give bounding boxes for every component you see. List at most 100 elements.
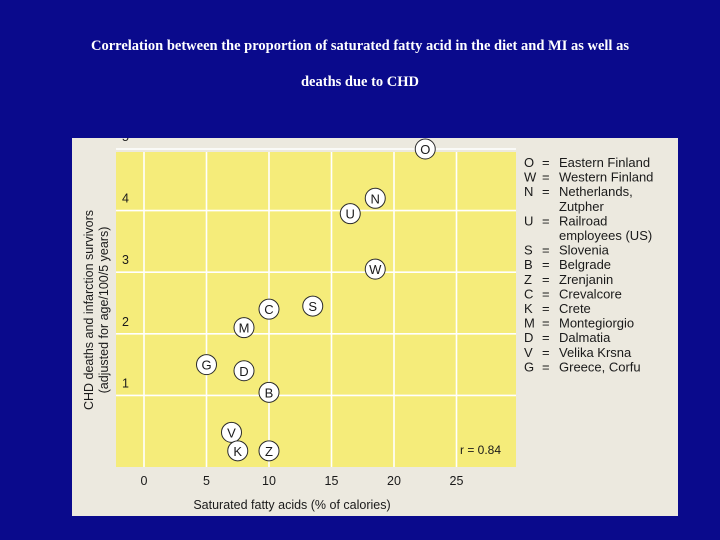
slide-title-line-2: deaths due to CHD xyxy=(300,74,420,90)
point-marker-N xyxy=(364,187,386,209)
point-label-K: K xyxy=(233,444,242,459)
data-point-C: C xyxy=(258,298,280,320)
point-marker-M xyxy=(233,317,255,339)
point-label-B: B xyxy=(265,385,274,400)
point-marker-O xyxy=(414,138,436,160)
legend-entry-3: Zutpher xyxy=(559,199,604,214)
legend-separator: = xyxy=(542,316,550,331)
legend-separator: = xyxy=(542,345,550,360)
x-tick-label-25: 25 xyxy=(450,474,464,488)
data-point-U: U xyxy=(339,203,361,225)
legend-code-Z: Z xyxy=(524,272,532,287)
y-axis-label-line-1: CHD deaths and infarction survivors xyxy=(82,210,96,410)
point-label-D: D xyxy=(239,364,248,379)
legend-entry-0: O = Eastern Finland xyxy=(524,155,650,170)
x-axis-label: Saturated fatty acids (% of calories) xyxy=(193,498,390,512)
legend-code-D: D xyxy=(524,330,533,345)
y-tick-label-1: 1 xyxy=(122,376,129,390)
y-tick-label-4: 4 xyxy=(122,192,129,206)
data-point-O: O xyxy=(414,138,436,160)
legend-label: Belgrade xyxy=(559,257,611,272)
point-marker-V xyxy=(221,421,242,443)
slide-title-line-1: Correlation between the proportion of sa… xyxy=(91,38,629,54)
legend-label: Crevalcore xyxy=(559,286,622,301)
point-label-V: V xyxy=(227,425,236,440)
legend-entry-14: G = Greece, Corfu xyxy=(524,359,641,374)
point-marker-K xyxy=(227,440,249,462)
legend-label: Eastern Finland xyxy=(559,155,650,170)
point-label-G: G xyxy=(201,358,211,373)
data-point-G: G xyxy=(196,354,217,376)
legend-separator: = xyxy=(542,243,550,258)
point-label-C: C xyxy=(264,302,273,317)
point-marker-W xyxy=(364,258,386,280)
point-label-U: U xyxy=(346,207,355,222)
legend-entry-2: N = Netherlands, xyxy=(524,184,633,199)
legend-code-N: N xyxy=(524,184,533,199)
point-marker-S xyxy=(302,295,324,317)
legend-code-O: O xyxy=(524,155,534,170)
legend-code-S: S xyxy=(524,243,533,258)
legend-label: Western Finland xyxy=(559,170,653,185)
x-tick-label-10: 10 xyxy=(262,474,276,488)
y-tick-label-2: 2 xyxy=(122,315,129,329)
legend-entry-8: Z = Zrenjanin xyxy=(524,272,613,287)
legend-code-B: B xyxy=(524,257,533,272)
x-tick-label-0: 0 xyxy=(141,474,148,488)
point-marker-B xyxy=(258,381,280,403)
data-point-B: B xyxy=(258,381,280,403)
legend-label: Greece, Corfu xyxy=(559,359,641,374)
legend-separator: = xyxy=(542,257,550,272)
legend-label: Railroad xyxy=(559,213,607,228)
x-tick-label-5: 5 xyxy=(203,474,210,488)
point-marker-Z xyxy=(258,440,280,462)
point-marker-C xyxy=(258,298,280,320)
data-point-Z: Z xyxy=(258,440,280,462)
legend-code-M: M xyxy=(524,316,535,331)
legend-label: Crete xyxy=(559,301,591,316)
legend-separator: = xyxy=(542,170,550,185)
legend-separator: = xyxy=(542,184,550,199)
legend-separator: = xyxy=(542,301,550,316)
y-axis-label-line-2: (adjusted for age/100/5 years) xyxy=(97,227,111,394)
data-point-K: K xyxy=(227,440,249,462)
legend-label: Dalmatia xyxy=(559,330,611,345)
point-marker-D xyxy=(233,360,255,382)
legend-code-G: G xyxy=(524,359,534,374)
legend-label: Slovenia xyxy=(559,243,610,258)
data-point-V: V xyxy=(221,421,242,443)
legend-entry-7: B = Belgrade xyxy=(524,257,611,272)
legend-entry-6: S = Slovenia xyxy=(524,243,610,258)
point-label-O: O xyxy=(420,142,430,157)
legend-label: Velika Krsna xyxy=(559,345,632,360)
point-label-Z: Z xyxy=(265,444,273,459)
legend-entry-10: K = Crete xyxy=(524,301,591,316)
legend-entry-1: W = Western Finland xyxy=(524,170,653,185)
point-label-N: N xyxy=(371,191,380,206)
data-point-M: M xyxy=(233,317,255,339)
legend-label: Zutpher xyxy=(559,199,604,214)
legend-entry-12: D = Dalmatia xyxy=(524,330,611,345)
legend-code-C: C xyxy=(524,286,533,301)
y-tick-label-5: 5 xyxy=(122,138,129,144)
data-point-N: N xyxy=(364,187,386,209)
y-tick-label-3: 3 xyxy=(122,253,129,267)
legend-separator: = xyxy=(542,359,550,374)
legend-code-U: U xyxy=(524,213,533,228)
x-tick-label-15: 15 xyxy=(325,474,339,488)
legend-code-V: V xyxy=(524,345,533,360)
legend-entry-4: U = Railroad xyxy=(524,213,607,228)
legend-separator: = xyxy=(542,330,550,345)
legend-label: Netherlands, xyxy=(559,184,633,199)
point-marker-G xyxy=(196,354,217,376)
legend-entry-13: V = Velika Krsna xyxy=(524,345,632,360)
data-point-W: W xyxy=(364,258,386,280)
legend: O = Eastern Finland W = Western Finland N = Neth… xyxy=(524,155,653,374)
point-label-W: W xyxy=(369,262,382,277)
legend-label: employees (US) xyxy=(559,228,652,243)
point-label-M: M xyxy=(239,321,250,336)
legend-entry-11: M = Montegiorgio xyxy=(524,316,634,331)
legend-label: Montegiorgio xyxy=(559,316,634,331)
